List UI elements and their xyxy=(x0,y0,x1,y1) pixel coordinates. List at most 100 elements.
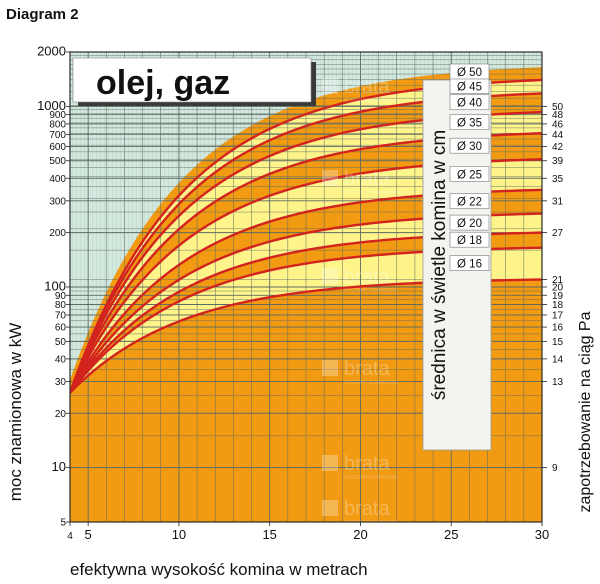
watermark-logo xyxy=(322,500,338,516)
diameter-label-box xyxy=(449,94,490,111)
right-tick-label: 9 xyxy=(552,463,558,474)
watermark-text: brata xyxy=(344,453,390,475)
right-tick-label: 35 xyxy=(552,174,564,185)
right-tick-label: 20 xyxy=(552,283,564,294)
diameter-label-box xyxy=(449,114,490,130)
left-tick-label: 30 xyxy=(55,377,67,388)
left-tick-label: 1000 xyxy=(37,98,66,113)
diameter-label-box xyxy=(449,214,490,231)
diameter-label-text: Ø 20 xyxy=(457,218,482,230)
watermark-subtext: SYSTEMY KOMINOWE xyxy=(344,98,398,104)
diameter-label-7: Ø 40 xyxy=(449,94,490,111)
diameter-label-4: Ø 25 xyxy=(449,166,490,182)
y-axis-label-right: zapotrzebowanie na ciąg Pa xyxy=(577,311,594,512)
diameter-label-8: Ø 45 xyxy=(449,78,490,94)
diameter-label-box xyxy=(449,255,490,271)
diameter-label-text: Ø 50 xyxy=(457,67,482,79)
left-tick-label: 90 xyxy=(55,291,67,302)
right-tick-label: 48 xyxy=(552,110,564,121)
left-tick-label: 800 xyxy=(49,119,66,130)
left-tick-label: 60 xyxy=(55,323,67,334)
x-tick-label: 15 xyxy=(262,527,276,542)
x-axis: 4 5 10 15 20 25 30 xyxy=(67,522,549,542)
watermark-logo xyxy=(322,170,338,186)
watermark-text: brata xyxy=(344,498,390,520)
watermark-logo xyxy=(322,360,338,376)
left-tick-label: 10 xyxy=(52,459,66,474)
diameter-label-box xyxy=(449,166,490,182)
left-tick-label: 400 xyxy=(49,174,66,185)
diameter-label-text: Ø 22 xyxy=(457,197,482,209)
right-tick-label: 16 xyxy=(552,323,564,334)
x-tick-label: 4 xyxy=(67,531,73,542)
left-tick-label: 2000 xyxy=(37,44,66,59)
diameter-label-3: Ø 22 xyxy=(449,193,490,210)
watermark-logo xyxy=(322,78,338,94)
watermark-subtext: SYSTEMY KOMINOWE xyxy=(344,380,398,386)
right-tick-label: 50 xyxy=(552,102,564,113)
right-tick-label: 13 xyxy=(552,377,564,388)
right-tick-label: 44 xyxy=(552,130,564,141)
left-tick-label: 100 xyxy=(44,279,66,294)
right-tick-label: 46 xyxy=(552,119,564,130)
left-tick-label: 600 xyxy=(49,142,66,153)
diameter-label-text: Ø 45 xyxy=(457,82,482,94)
diameter-label-5: Ø 30 xyxy=(449,137,490,154)
right-tick-label: 42 xyxy=(552,142,564,153)
x-tick-label: 30 xyxy=(535,527,549,542)
diameter-label-box xyxy=(449,63,490,80)
left-tick-label: 200 xyxy=(49,228,66,239)
watermark-logo xyxy=(322,455,338,471)
x-tick-label: 10 xyxy=(172,527,186,542)
diameter-axis-label: średnica w świetle komina w cm xyxy=(429,130,450,400)
x-axis-label: efektywna wysokość komina w metrach xyxy=(70,560,368,579)
page-heading: Diagram 2 xyxy=(6,6,79,23)
left-tick-label: 40 xyxy=(55,354,67,365)
right-tick-label: 39 xyxy=(552,156,564,167)
watermark-subtext: SYSTEMY KOMINOWE xyxy=(344,288,398,294)
left-tick-label: 900 xyxy=(49,110,66,121)
right-tick-label: 18 xyxy=(552,300,564,311)
left-tick-label: 500 xyxy=(49,156,66,167)
diameter-label-text: Ø 18 xyxy=(457,235,482,247)
diameter-label-box xyxy=(449,193,490,210)
left-tick-label: 700 xyxy=(49,130,66,141)
diameter-label-text: Ø 40 xyxy=(457,98,482,110)
chart-title: olej, gaz xyxy=(96,64,230,102)
watermark-text: brata xyxy=(344,266,390,288)
left-tick-label: 300 xyxy=(49,196,66,207)
x-tick-label: 20 xyxy=(353,527,367,542)
watermark-text: brata xyxy=(344,168,390,190)
right-tick-label: 14 xyxy=(552,354,564,365)
diameter-label-9: Ø 50 xyxy=(449,63,490,80)
right-tick-label: 31 xyxy=(552,196,564,207)
left-tick-label: 5 xyxy=(60,518,66,529)
x-tick-label: 25 xyxy=(444,527,458,542)
left-tick-label: 20 xyxy=(55,409,67,420)
diameter-label-text: Ø 25 xyxy=(457,170,482,182)
watermark-subtext: SYSTEMY KOMINOWE xyxy=(344,475,398,481)
left-tick-label: 80 xyxy=(55,300,67,311)
right-tick-label: 17 xyxy=(552,310,564,321)
diameter-label-1: Ø 18 xyxy=(449,231,490,248)
diameter-labels: Ø 16 Ø 18 Ø 20 Ø 22 Ø 25 Ø 30 Ø 35 Ø 40 Ø 45 Ø 50 xyxy=(449,63,490,271)
diameter-label-box xyxy=(449,137,490,154)
right-tick-label: 27 xyxy=(552,228,564,239)
diameter-label-text: Ø 16 xyxy=(457,259,482,271)
y-axis-label-left: moc znamionowa w kW xyxy=(6,323,25,502)
title-box xyxy=(72,57,312,103)
right-tick-label: 21 xyxy=(552,275,564,286)
watermark-subtext: SYSTEMY KOMINOWE xyxy=(344,520,398,526)
diameter-label-box xyxy=(449,231,490,248)
right-tick-label: 19 xyxy=(552,291,564,302)
diameter-label-6: Ø 35 xyxy=(449,114,490,130)
